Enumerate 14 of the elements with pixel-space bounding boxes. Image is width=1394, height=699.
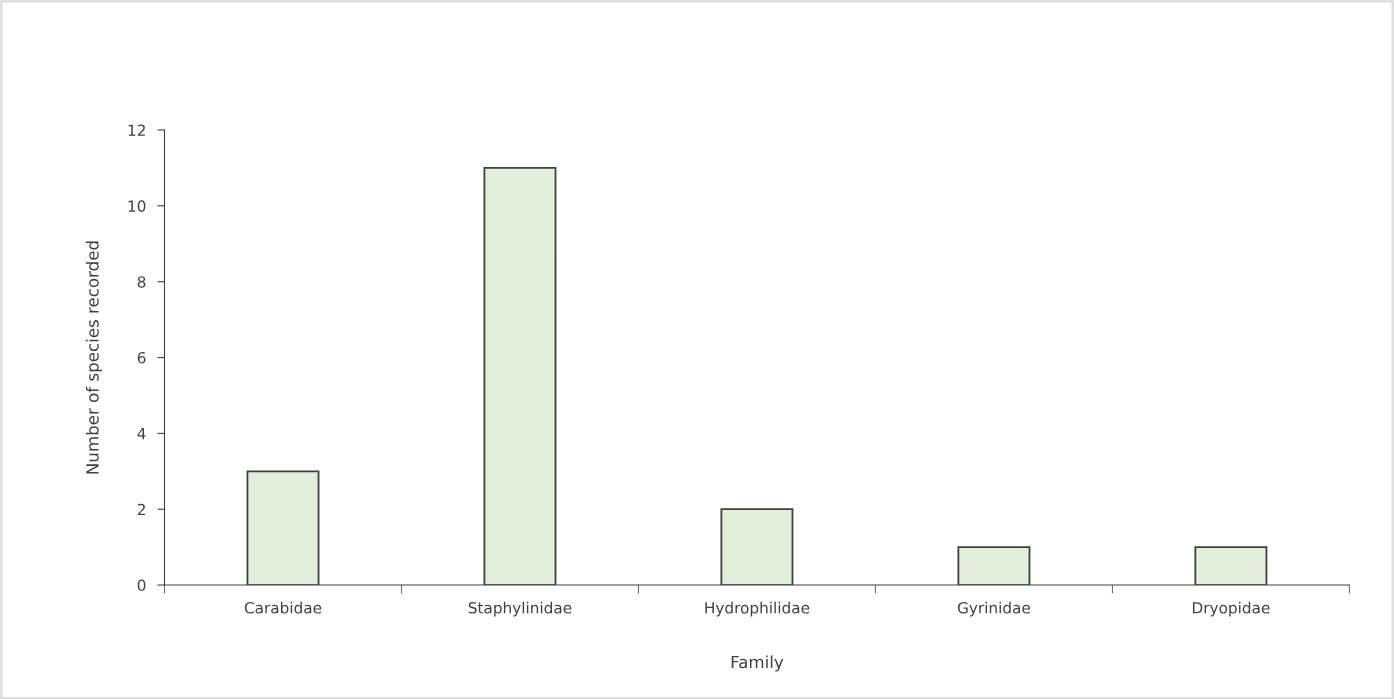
y-tick-label: 0 <box>137 579 146 592</box>
x-tick-label: Gyrinidae <box>957 601 1031 617</box>
y-tick-label: 10 <box>128 200 146 212</box>
y-tick-label: 12 <box>128 124 145 136</box>
y-tick-label: 2 <box>137 503 145 516</box>
y-tick-label: 6 <box>137 352 146 364</box>
y-tick-label: 8 <box>137 276 146 288</box>
x-tick-label: Carabidae <box>244 601 322 614</box>
y-tick-label: 4 <box>137 428 146 440</box>
x-axis-title: Family <box>731 655 784 672</box>
x-tick-label: Hydrophilidae <box>705 601 810 617</box>
y-axis-title: Number of species recorded <box>85 241 102 474</box>
x-tick-label: Dryopidae <box>1192 601 1270 617</box>
x-tick-label: Staphylinidae <box>468 601 572 617</box>
